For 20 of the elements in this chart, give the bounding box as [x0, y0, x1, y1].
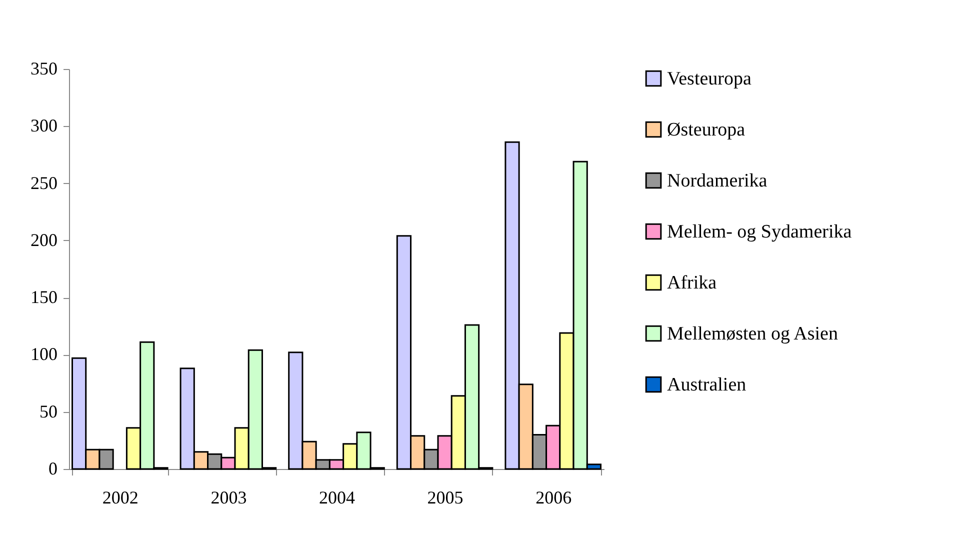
legend-label: Østeuropa: [667, 120, 746, 140]
y-tick-label: 150: [30, 287, 58, 308]
y-tick-label: 50: [40, 401, 58, 422]
y-tick-label: 100: [30, 344, 58, 364]
legend-label: Vesteuropa: [667, 68, 752, 90]
x-tick-label: 2002: [102, 488, 138, 508]
x-tick-label: 2006: [536, 488, 572, 508]
y-tick-label: 200: [30, 230, 58, 250]
y-tick-label: 350: [30, 58, 58, 78]
legend-label: Nordamerika: [667, 170, 768, 192]
legend-label: Afrika: [667, 272, 718, 294]
x-tick-label: 2003: [210, 488, 247, 508]
x-tick-label: 2005: [427, 488, 464, 508]
x-tick-label: 2004: [319, 488, 355, 508]
y-tick-label: 250: [30, 172, 58, 193]
y-tick-label: 0: [48, 458, 58, 478]
legend-label: Mellemøsten og Asien: [667, 324, 838, 344]
legend-label: Mellem- og Sydamerika: [667, 222, 852, 242]
legend-label: Australien: [667, 374, 747, 396]
y-tick-label: 300: [30, 116, 58, 136]
